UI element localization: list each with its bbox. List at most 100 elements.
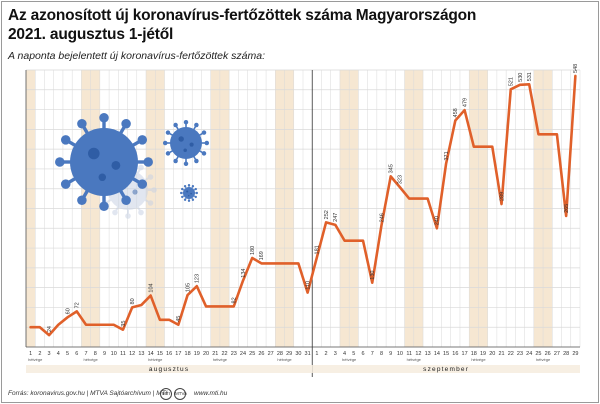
weekend-label: hétvége <box>213 357 228 362</box>
x-tick-label: 9 <box>103 351 106 357</box>
virus-spot <box>132 189 138 195</box>
virus-spike-tip <box>183 198 187 201</box>
data-point <box>399 186 401 189</box>
x-tick-label: 28 <box>563 351 569 357</box>
virus-spike-tip <box>183 185 187 188</box>
weekend-label: hétvége <box>84 357 99 362</box>
x-tick-label: 18 <box>471 351 477 357</box>
title-line-1: Az azonosított új koronavírus-fertőzötte… <box>8 7 477 24</box>
x-tick-label: 25 <box>535 351 541 357</box>
data-point <box>122 328 124 331</box>
month-band-september <box>312 365 580 373</box>
data-label: 130 <box>370 271 376 280</box>
data-point <box>316 256 318 259</box>
data-label: 240 <box>435 216 441 225</box>
x-tick-label: 17 <box>175 351 181 357</box>
data-point <box>325 221 327 224</box>
data-point <box>546 133 549 136</box>
data-label: 123 <box>195 274 201 283</box>
virus-spike-tip <box>165 151 171 156</box>
data-point <box>85 323 87 326</box>
virus-spike-tip <box>60 135 71 145</box>
data-label: 72 <box>75 302 81 308</box>
x-tick-label: 16 <box>166 351 172 357</box>
x-tick-label: 7 <box>371 351 374 357</box>
data-point <box>519 84 521 86</box>
data-point <box>177 323 180 326</box>
weekend-label: hétvége <box>342 357 357 362</box>
data-point <box>66 316 69 319</box>
data-point <box>140 304 143 306</box>
virus-spike-tip <box>180 191 183 195</box>
data-point <box>491 145 494 148</box>
month-label-september: szeptember <box>423 366 469 373</box>
virus-spike-tip <box>195 191 198 195</box>
data-label: 246 <box>379 213 385 222</box>
data-series <box>29 74 577 337</box>
x-tick-label: 8 <box>94 351 97 357</box>
virus-spike-tip <box>173 122 178 128</box>
data-point <box>288 262 290 265</box>
x-tick-label: 17 <box>462 351 468 357</box>
x-tick-label: 7 <box>84 351 87 357</box>
virus-spike-tip <box>138 164 144 171</box>
title-line-2: 2021. augusztus 1-jétől <box>8 26 174 43</box>
data-point <box>380 224 383 227</box>
x-tick-label: 6 <box>75 351 78 357</box>
data-point <box>269 262 272 265</box>
weekend-label: hétvége <box>277 357 292 362</box>
data-label: 60 <box>65 308 71 314</box>
virus-spot <box>88 147 100 160</box>
data-point <box>408 197 410 200</box>
x-tick-label: 15 <box>157 351 163 357</box>
data-label: 521 <box>509 77 515 86</box>
virus-spot <box>98 173 107 182</box>
x-tick-label: 13 <box>138 351 144 357</box>
x-tick-label: 15 <box>443 351 449 357</box>
data-label: 548 <box>573 64 579 73</box>
virus-spike-tip <box>137 135 148 145</box>
data-point <box>232 305 235 308</box>
data-point <box>48 334 50 336</box>
x-tick-label: 23 <box>231 351 237 357</box>
data-point <box>389 175 392 178</box>
virus-illustration-medium <box>162 119 210 167</box>
virus-spike-tip <box>147 174 154 180</box>
x-tick-label: 27 <box>554 351 560 357</box>
virus-spike-tip <box>201 130 207 135</box>
x-tick-label: 11 <box>120 351 126 357</box>
virus-illustration-small <box>180 184 198 202</box>
x-tick-label: 20 <box>203 351 209 357</box>
chart-subtitle: A naponta bejelentett új koronavírus-fer… <box>8 50 266 62</box>
data-point <box>343 239 346 242</box>
data-point <box>205 305 207 308</box>
grid-lines <box>25 69 581 348</box>
weekend-label: hétvége <box>148 357 163 362</box>
data-point <box>556 133 558 136</box>
month-band-august <box>26 365 313 373</box>
data-label: 134 <box>241 269 247 278</box>
data-point <box>103 323 106 326</box>
x-tick-label: 19 <box>194 351 200 357</box>
x-tick-label: 2 <box>38 351 41 357</box>
x-tick-label: 4 <box>343 351 346 357</box>
x-tick-label: 29 <box>286 351 292 357</box>
chart-title: Az azonosított új koronavírus-fertőzötte… <box>8 6 476 44</box>
x-tick-label: 3 <box>48 351 51 357</box>
virus-spike-tip <box>194 158 199 164</box>
virus-spike-tip <box>194 122 199 128</box>
data-point <box>528 83 531 86</box>
axes <box>25 70 580 377</box>
x-tick-label: 12 <box>129 351 135 357</box>
virus-spike-tip <box>181 195 184 199</box>
data-point <box>39 326 41 329</box>
data-point <box>186 294 189 296</box>
virus-spot <box>188 195 190 197</box>
data-label: 105 <box>185 283 191 292</box>
virus-spike-tip <box>138 209 144 216</box>
x-tick-label: 28 <box>277 351 283 357</box>
data-point <box>149 294 152 297</box>
x-tick-label: 8 <box>380 351 383 357</box>
data-point <box>445 162 447 165</box>
x-tick-label: 1 <box>315 351 318 357</box>
